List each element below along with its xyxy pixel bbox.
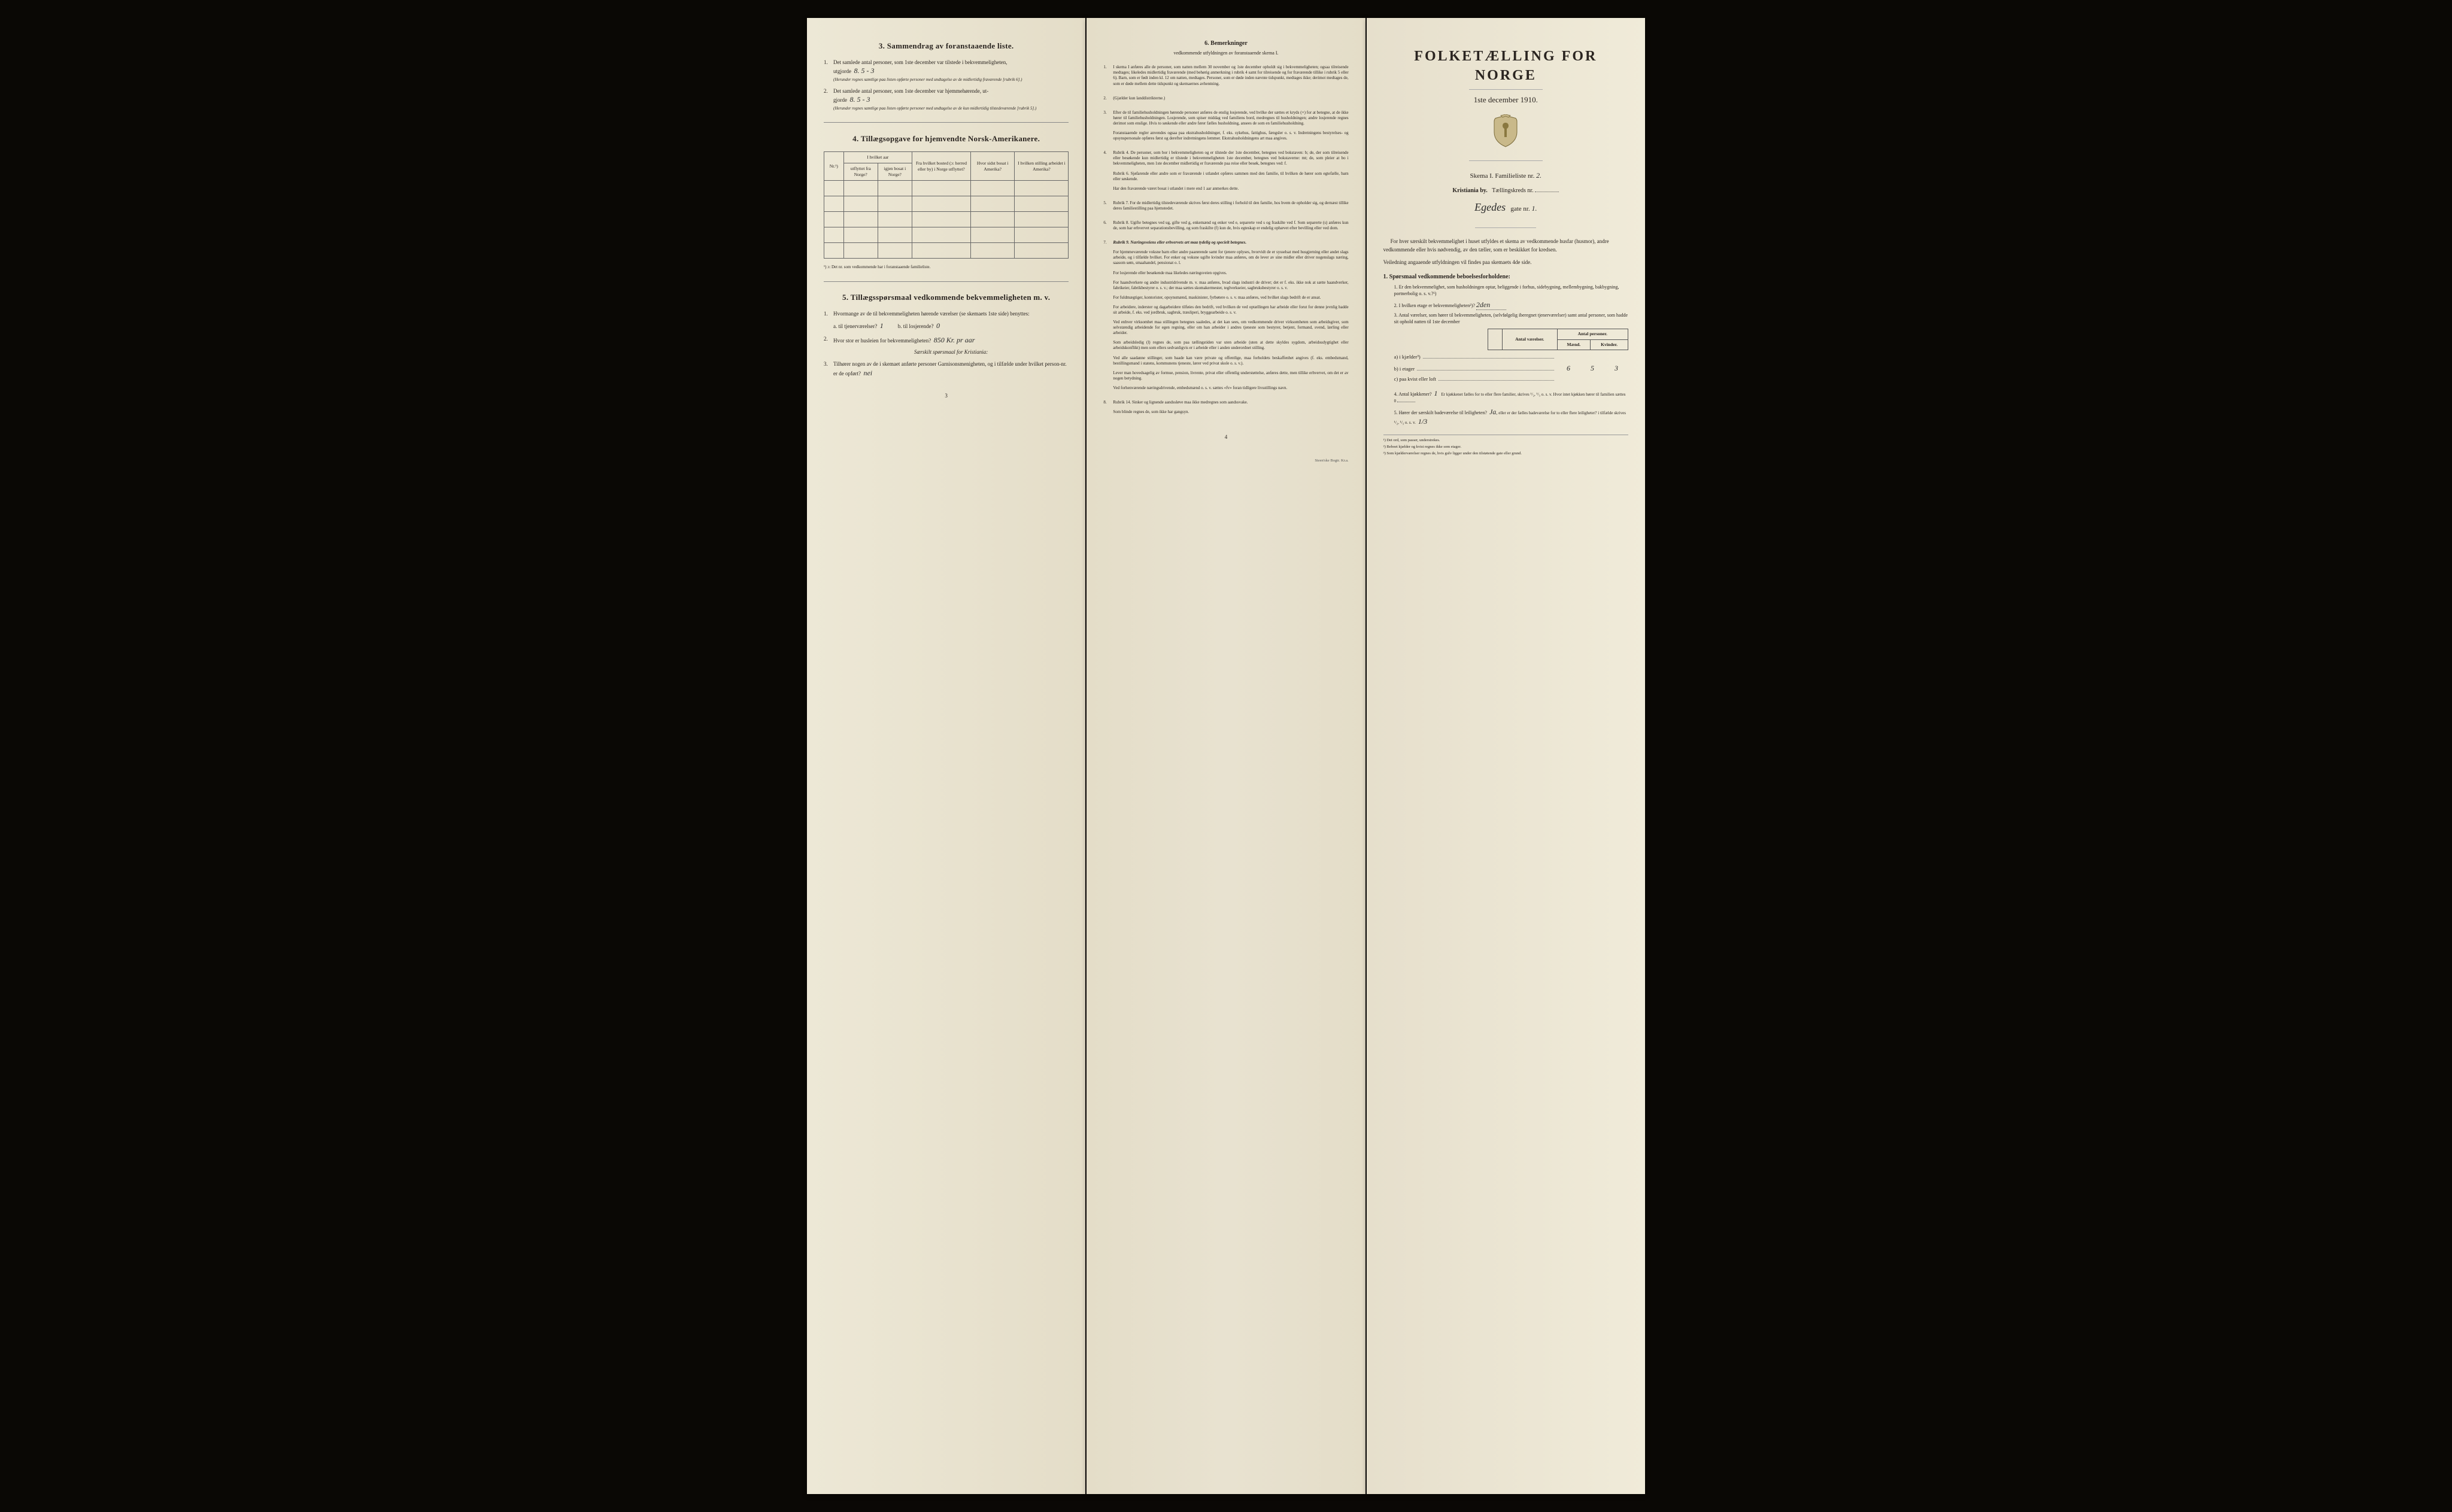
- answer-5-3: nei: [863, 369, 872, 377]
- answer-bad: Ja: [1489, 408, 1496, 416]
- q1-heading: 1. Spørsmaal vedkommende beboelsesforhol…: [1383, 273, 1628, 281]
- page-number: 4: [1103, 433, 1348, 441]
- q3-2: 2. Det samlede antal personer, som 1ste …: [824, 87, 1069, 111]
- answer-5-2: 850 Kr. pr aar: [934, 336, 975, 344]
- section-6-title: 6. Bemerkninger: [1103, 40, 1348, 48]
- table-row: [824, 196, 1069, 212]
- table-row: [824, 243, 1069, 259]
- q1-3: 3. Antal værelser, som hører til bekvemm…: [1394, 312, 1628, 386]
- q1-1: 1. Er den bekvemmelighet, som husholdnin…: [1394, 284, 1628, 297]
- street-name: Egedes: [1474, 201, 1506, 213]
- page-4: 6. Bemerkninger vedkommende utfyldningen…: [1087, 18, 1365, 1494]
- val-rooms: 6: [1556, 363, 1580, 373]
- answer-5-1b: 0: [936, 321, 940, 330]
- imprint: Steen'ske Bogtr. Kr.a.: [1103, 459, 1348, 464]
- main-title: FOLKETÆLLING FOR NORGE: [1383, 47, 1628, 86]
- table-4-footnote: ¹) ɔ: Det nr. som vedkommende har i fora…: [824, 265, 1069, 270]
- table-norsk-amerikanere: Nr.¹) I hvilket aar Fra hvilket bosted (…: [824, 151, 1069, 259]
- intro-text-1: For hver særskilt bekvemmelighet i huset…: [1383, 238, 1628, 254]
- skema-line: Skema I. Familieliste nr. 2.: [1383, 171, 1628, 181]
- coat-of-arms-icon: [1383, 114, 1628, 150]
- census-date: 1ste december 1910.: [1383, 95, 1628, 105]
- intro-text-2: Veiledning angaaende utfyldningen vil fi…: [1383, 259, 1628, 267]
- q1-2: 2. I hvilken etage er bekvemmeligheten²)…: [1394, 300, 1628, 310]
- q5-3: 3. Tilhører nogen av de i skemaet anført…: [824, 360, 1069, 377]
- section-4-title: 4. Tillægsopgave for hjemvendte Norsk-Am…: [824, 133, 1069, 144]
- val-women: 3: [1604, 363, 1628, 373]
- answer-bad-share: 1/3: [1418, 417, 1427, 426]
- footnotes: ¹) Det ord, som passer, understrekes. ²)…: [1383, 435, 1628, 456]
- q1-5: 5. Hører der særskilt badeværelse til le…: [1394, 407, 1628, 426]
- q3-1: 1. Det samlede antal personer, som 1ste …: [824, 59, 1069, 83]
- q1-4: 4. Antal kjøkkener? 1 Er kjøkkenet fælle…: [1394, 388, 1628, 405]
- q5-1: 1. Hvormange av de til bekvemmeligheten …: [824, 310, 1069, 330]
- val-men: 5: [1580, 363, 1604, 373]
- page-1-cover: FOLKETÆLLING FOR NORGE 1ste december 191…: [1367, 18, 1645, 1494]
- rooms-table: Antal værelser. Antal personer. Mænd. Kv…: [1488, 329, 1628, 350]
- section-5-title: 5. Tillægsspørsmaal vedkommende bekvemme…: [824, 293, 1069, 303]
- section-3-title: 3. Sammendrag av foranstaaende liste.: [824, 41, 1069, 51]
- answer-3-2: 8. 5 - 3: [850, 95, 870, 104]
- page-3: 3. Sammendrag av foranstaaende liste. 1.…: [807, 18, 1085, 1494]
- gate-nr: 1.: [1532, 204, 1537, 212]
- familieliste-nr: 2.: [1536, 171, 1541, 180]
- q5-2: 2. Hvor stor er husleien for bekvemmelig…: [824, 335, 1069, 356]
- table-row: [824, 181, 1069, 196]
- page-number: 3: [824, 392, 1069, 399]
- table-row: [824, 212, 1069, 227]
- table-row: [824, 227, 1069, 243]
- answer-kjokken: 1: [1434, 389, 1438, 397]
- answer-5-1a: 1: [880, 321, 884, 330]
- answer-3-1: 8. 5 - 3: [854, 66, 875, 75]
- answer-etage: 2den: [1476, 300, 1490, 309]
